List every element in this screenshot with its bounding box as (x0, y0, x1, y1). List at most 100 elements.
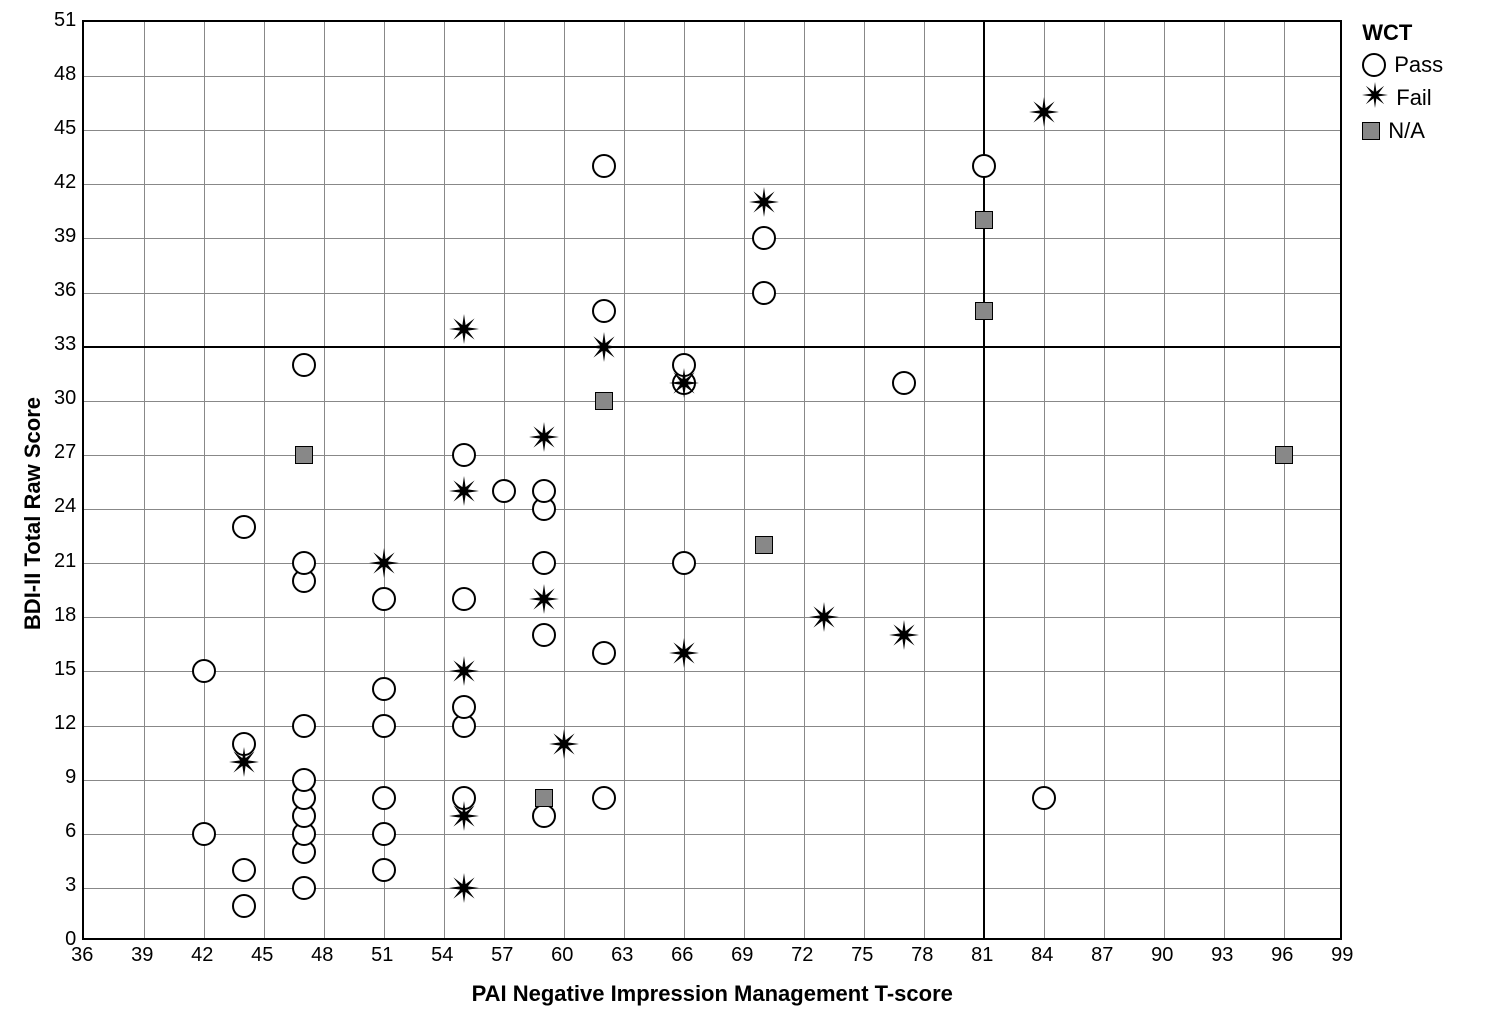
gridline-vertical (1284, 22, 1285, 938)
star-marker-icon (1362, 82, 1388, 114)
data-point-pass (532, 623, 556, 647)
plot-area (82, 20, 1342, 940)
y-axis-ticks: 51484542393633302724211815129630 (54, 20, 82, 940)
legend: WCT Pass Fail N/A (1362, 20, 1443, 148)
gridline-vertical (204, 22, 205, 938)
gridline-horizontal (84, 563, 1340, 564)
legend-label: Fail (1396, 85, 1431, 111)
data-point-pass (452, 695, 476, 719)
data-point-pass (372, 822, 396, 846)
data-point-pass (592, 786, 616, 810)
data-point-pass (532, 479, 556, 503)
legend-item-fail: Fail (1362, 82, 1443, 114)
gridline-horizontal (84, 726, 1340, 727)
scatter-chart: BDI-II Total Raw Score 51484542393633302… (20, 20, 1481, 1007)
gridline-vertical (744, 22, 745, 938)
gridline-horizontal (84, 401, 1340, 402)
gridline-horizontal (84, 455, 1340, 456)
data-point-pass (292, 876, 316, 900)
data-point-fail (449, 801, 479, 831)
data-point-pass (592, 641, 616, 665)
data-point-pass (372, 587, 396, 611)
data-point-pass (592, 299, 616, 323)
data-point-fail (549, 729, 579, 759)
data-point-fail (229, 747, 259, 777)
legend-label: Pass (1394, 52, 1443, 78)
data-point-pass (292, 768, 316, 792)
data-point-fail (809, 602, 839, 632)
legend-item-na: N/A (1362, 118, 1443, 144)
data-point-pass (672, 551, 696, 575)
data-point-pass (192, 822, 216, 846)
gridline-horizontal (84, 130, 1340, 131)
gridline-horizontal (84, 888, 1340, 889)
data-point-fail (369, 548, 399, 578)
x-axis-ticks: 3639424548515457606366697275788184879093… (82, 944, 1342, 967)
data-point-pass (292, 551, 316, 575)
legend-title: WCT (1362, 20, 1443, 46)
gridline-vertical (444, 22, 445, 938)
data-point-fail (1029, 97, 1059, 127)
data-point-pass (452, 443, 476, 467)
gridline-horizontal (84, 617, 1340, 618)
gridline-vertical (684, 22, 685, 938)
gridline-horizontal (84, 671, 1340, 672)
data-point-pass (232, 894, 256, 918)
data-point-pass (532, 551, 556, 575)
gridline-vertical (924, 22, 925, 938)
data-point-pass (592, 154, 616, 178)
data-point-pass (972, 154, 996, 178)
gridline-vertical (564, 22, 565, 938)
gridline-horizontal (84, 76, 1340, 77)
data-point-na (535, 789, 553, 807)
circle-marker-icon (1362, 53, 1386, 77)
data-point-fail (449, 314, 479, 344)
data-point-pass (192, 659, 216, 683)
chart-main: BDI-II Total Raw Score 51484542393633302… (20, 20, 1342, 1007)
gridline-vertical (264, 22, 265, 938)
data-point-pass (292, 353, 316, 377)
legend-label: N/A (1388, 118, 1425, 144)
gridline-vertical (804, 22, 805, 938)
data-point-na (295, 446, 313, 464)
gridline-horizontal (84, 509, 1340, 510)
gridline-horizontal (84, 780, 1340, 781)
data-point-fail (669, 638, 699, 668)
data-point-fail (889, 620, 919, 650)
data-point-na (975, 302, 993, 320)
data-point-pass (1032, 786, 1056, 810)
data-point-pass (372, 858, 396, 882)
gridline-vertical (864, 22, 865, 938)
gridline-vertical (1224, 22, 1225, 938)
data-point-pass (232, 515, 256, 539)
data-point-pass (372, 786, 396, 810)
data-point-na (595, 392, 613, 410)
data-point-fail (449, 656, 479, 686)
gridline-vertical (1164, 22, 1165, 938)
gridline-vertical (1104, 22, 1105, 938)
square-marker-icon (1362, 122, 1380, 140)
data-point-fail (669, 368, 699, 398)
data-point-fail (589, 332, 619, 362)
data-point-pass (232, 858, 256, 882)
reference-line-horizontal (84, 346, 1340, 348)
data-point-pass (752, 226, 776, 250)
x-axis-label: PAI Negative Impression Management T-sco… (82, 981, 1342, 1007)
data-point-na (1275, 446, 1293, 464)
data-point-pass (532, 804, 556, 828)
data-point-na (755, 536, 773, 554)
data-point-na (975, 211, 993, 229)
gridline-vertical (144, 22, 145, 938)
data-point-fail (749, 187, 779, 217)
data-point-fail (449, 873, 479, 903)
legend-item-pass: Pass (1362, 52, 1443, 78)
data-point-pass (752, 281, 776, 305)
gridline-horizontal (84, 238, 1340, 239)
y-axis-label: BDI-II Total Raw Score (20, 397, 46, 630)
data-point-pass (292, 714, 316, 738)
gridline-vertical (624, 22, 625, 938)
data-point-pass (372, 677, 396, 701)
gridline-horizontal (84, 293, 1340, 294)
data-point-fail (529, 422, 559, 452)
data-point-fail (449, 476, 479, 506)
